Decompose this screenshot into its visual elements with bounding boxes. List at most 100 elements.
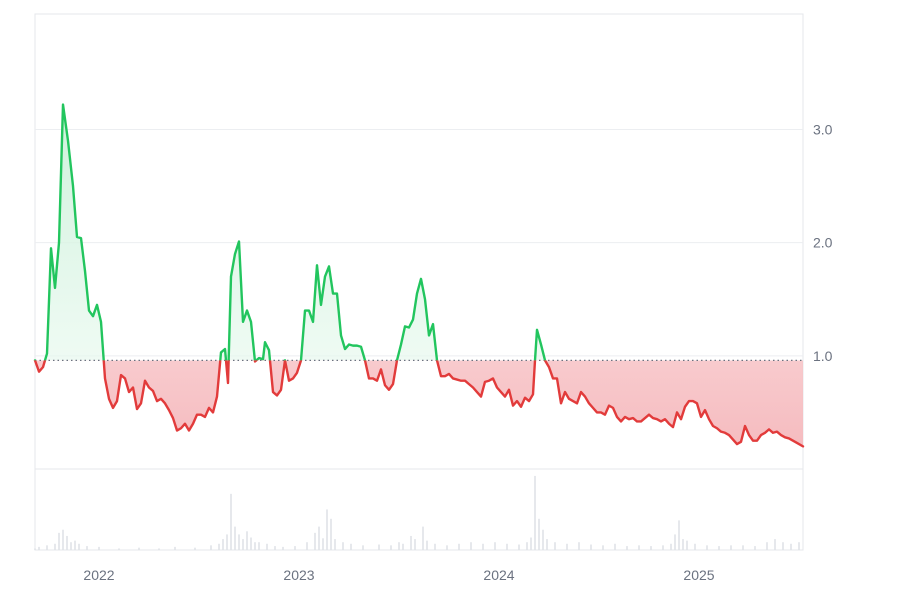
y-tick-label: 2.0 [813, 235, 833, 251]
volume-bars [34, 475, 800, 550]
volume-bar [378, 544, 380, 550]
volume-bar [790, 543, 792, 550]
volume-bar [266, 543, 268, 550]
volume-bar [718, 546, 720, 550]
volume-bar [674, 534, 676, 550]
volume-bar [362, 545, 364, 550]
volume-bar [238, 534, 240, 550]
volume-bar [410, 535, 412, 550]
volume-bar [282, 546, 284, 550]
x-tick-label: 2024 [483, 567, 514, 583]
volume-bar [494, 542, 496, 550]
volume-bar [70, 542, 72, 550]
volume-bar [390, 545, 392, 550]
volume-bar [482, 543, 484, 550]
volume-bar [250, 537, 252, 550]
volume-bar [650, 546, 652, 550]
volume-bar [222, 539, 224, 550]
volume-bar [526, 542, 528, 550]
y-tick-label: 1.0 [813, 348, 833, 364]
volume-bar [326, 509, 328, 550]
volume-bar [626, 546, 628, 550]
volume-bar [542, 529, 544, 550]
price-areas [35, 104, 803, 447]
volume-bar [518, 544, 520, 550]
x-tick-label: 2025 [683, 567, 714, 583]
volume-bar [78, 543, 80, 550]
price-line-above-baseline [33, 103, 547, 361]
volume-bar [218, 543, 220, 550]
volume-bar [774, 539, 776, 550]
volume-bar [434, 543, 436, 550]
volume-bar [246, 531, 248, 550]
volume-bar [46, 545, 48, 550]
volume-bar [546, 539, 548, 550]
volume-bar [686, 540, 688, 550]
volume-bar [602, 545, 604, 550]
volume-bar [234, 526, 236, 550]
volume-bar [754, 546, 756, 550]
y-axis-ticks: 1.0 2.0 3.0 [813, 121, 833, 363]
volume-bar [230, 493, 232, 550]
volume-bar [402, 543, 404, 550]
volume-bar [58, 532, 60, 550]
volume-bar [590, 544, 592, 550]
volume-bar [158, 548, 160, 550]
volume-bar [274, 546, 276, 550]
volume-bar [210, 545, 212, 550]
volume-bar [578, 542, 580, 550]
volume-bar [446, 545, 448, 550]
volume-bar [86, 546, 88, 550]
volume-bar [334, 539, 336, 550]
y-tick-label: 3.0 [813, 121, 833, 137]
volume-bar [118, 548, 120, 550]
volume-bar [38, 546, 40, 550]
price-line-below-baseline [33, 360, 805, 448]
volume-bar [174, 546, 176, 550]
volume-bar [98, 546, 100, 550]
volume-bar [614, 543, 616, 550]
volume-bar [314, 532, 316, 550]
volume-bar [538, 518, 540, 550]
volume-bar [530, 537, 532, 550]
volume-bar [62, 529, 64, 550]
x-tick-label: 2023 [283, 567, 314, 583]
volume-bar [258, 542, 260, 550]
volume-bar [458, 543, 460, 550]
volume-bar [730, 545, 732, 550]
volume-bar [670, 543, 672, 550]
volume-bar [330, 518, 332, 550]
plot-frame [34, 13, 804, 551]
volume-bar [470, 542, 472, 550]
volume-bar [242, 539, 244, 550]
price-lines [33, 103, 805, 448]
volume-bar [294, 546, 296, 550]
volume-bar [554, 542, 556, 550]
volume-bar [398, 542, 400, 550]
volume-bar [34, 548, 36, 550]
volume-bar [426, 540, 428, 550]
volume-bar [766, 542, 768, 550]
area-below-baseline [35, 360, 803, 447]
volume-bar [306, 542, 308, 550]
volume-bar [682, 539, 684, 550]
volume-bar [66, 535, 68, 550]
volume-bar [782, 542, 784, 550]
volume-bar [74, 540, 76, 550]
volume-bar [534, 475, 536, 550]
volume-bar [254, 542, 256, 550]
volume-bar [226, 534, 228, 550]
volume-bar [342, 542, 344, 550]
x-axis-ticks: 2022 2023 2024 2025 [83, 567, 714, 583]
volume-bar [638, 545, 640, 550]
volume-bar [318, 526, 320, 550]
x-tick-label: 2022 [83, 567, 114, 583]
volume-bar [54, 543, 56, 550]
volume-bar [742, 545, 744, 550]
volume-bar [322, 538, 324, 550]
volume-bar [414, 539, 416, 550]
volume-bar [138, 547, 140, 550]
volume-bar [694, 543, 696, 550]
